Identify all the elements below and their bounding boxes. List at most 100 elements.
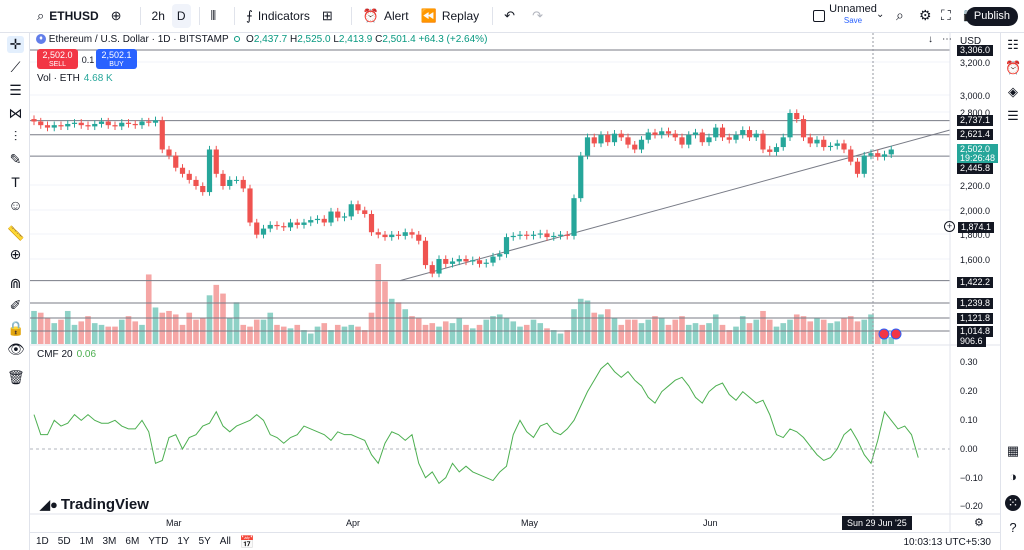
range-all-button[interactable]: All (219, 536, 231, 547)
layout-menu-chevron-icon[interactable]: ⌄ (876, 9, 885, 20)
tradingview-logo[interactable]: ◢● TradingView (40, 496, 149, 513)
volume-bar (436, 326, 442, 344)
layout-name-button[interactable]: Unnamed Save (818, 4, 888, 26)
volume-bar (280, 326, 287, 344)
crosshair-icon[interactable]: ✛ (7, 36, 24, 53)
right-sidebar: ☷ ⏰ ◈ ☰ ▦ ◑ ⁙ ? (1000, 33, 1024, 550)
candle-body (551, 235, 557, 238)
volume-legend[interactable]: Vol · ETH 4.68 K (37, 73, 113, 84)
symbol-search-button[interactable]: ⌕ ETHUSD (32, 4, 104, 28)
indicators-button[interactable]: ⨍ Indicators (241, 4, 315, 28)
volume-bar (395, 302, 402, 344)
text-tool-icon[interactable]: T (11, 174, 20, 190)
candle-body (564, 234, 570, 236)
chart-type-button[interactable]: ⫴ (206, 4, 226, 28)
emoji-tool-icon[interactable]: ☺ (8, 197, 23, 213)
trash-icon[interactable]: 🗑 (7, 369, 25, 385)
date-range-calendar-icon[interactable]: 📅 (239, 534, 255, 549)
range-6m-button[interactable]: 6M (125, 536, 140, 547)
interval-2h-button[interactable]: 2h (151, 9, 165, 23)
layout-checkbox[interactable] (813, 10, 825, 22)
range-1m-button[interactable]: 1M (79, 536, 94, 547)
cmf-legend[interactable]: CMF 20 0.06 (37, 349, 96, 360)
trendline-tool-icon[interactable]: ⟋ (10, 59, 21, 75)
interval-d-button[interactable]: D (171, 4, 191, 28)
templates-button[interactable]: ⊞ (317, 4, 343, 28)
range-3m-button[interactable]: 3M (102, 536, 117, 547)
candle-body (827, 145, 834, 148)
candle-body (456, 259, 462, 262)
candle-body (672, 133, 678, 138)
candle-body (618, 133, 624, 138)
magnet-tool-icon[interactable]: ⋒ (9, 275, 22, 291)
publish-button[interactable]: Publish (965, 7, 1018, 26)
pattern-tool-icon[interactable]: ⋈ (8, 105, 23, 121)
range-5y-button[interactable]: 5Y (198, 536, 211, 547)
settings-gear-icon[interactable]: ⚙ (919, 7, 932, 23)
earnings-flag-icon[interactable] (890, 328, 902, 340)
divider (198, 7, 200, 25)
help-icon[interactable]: ? (1009, 520, 1017, 535)
candle-body (341, 216, 348, 218)
quick-search-icon[interactable]: ⌕ (896, 7, 904, 23)
candle-body (44, 125, 51, 128)
fullscreen-icon[interactable]: ⛶ (941, 7, 951, 23)
news-icon[interactable]: ☰ (1007, 108, 1019, 123)
lock-drawings-icon[interactable]: 🔒 (7, 320, 25, 336)
volume-bar (868, 314, 874, 344)
line-price-label: 2,737.1 (957, 115, 994, 126)
candle-body (429, 265, 435, 274)
clock-timezone[interactable]: 10:03:13 UTC+5:30 (903, 537, 991, 548)
alert-button[interactable]: ⏰ Alert (358, 4, 414, 28)
volume-bar (888, 337, 895, 344)
volume-bar (712, 314, 719, 344)
brush-tool-icon[interactable]: ✎ (9, 151, 22, 167)
candle-body (267, 224, 273, 229)
zoom-in-tool-icon[interactable]: ⊕ (9, 246, 22, 262)
add-alert-plus-icon[interactable]: + (944, 221, 955, 232)
sell-price: 2,502.0 (42, 50, 73, 60)
volume-bar (564, 330, 571, 344)
candle-body (503, 237, 510, 255)
notifications-icon[interactable]: ◑ (1009, 469, 1017, 484)
fib-retracement-tool-icon[interactable]: ⫶ (13, 128, 18, 144)
redo-button[interactable]: ↷ (527, 4, 553, 28)
volume-bar (361, 330, 368, 344)
candle-body (402, 232, 408, 236)
apps-grid-icon[interactable]: ⁙ (1005, 495, 1021, 511)
volume-bar (638, 323, 645, 344)
range-5d-button[interactable]: 5D (57, 536, 71, 547)
alerts-clock-icon[interactable]: ⏰ (1005, 60, 1022, 75)
candle-body (247, 188, 253, 223)
sell-button[interactable]: 2,502.0 SELL (37, 49, 78, 69)
axis-settings-gear-icon[interactable]: ⚙ (974, 517, 984, 529)
arrow-down-icon[interactable]: ↓ (928, 34, 933, 45)
candle-body (767, 149, 773, 152)
layers-icon[interactable]: ◈ (1008, 84, 1018, 99)
volume-bar (517, 326, 523, 344)
range-ytd-button[interactable]: YTD (148, 536, 169, 547)
divider (234, 7, 236, 25)
more-dots-icon[interactable]: ⋯ (942, 34, 952, 45)
stay-in-drawing-mode-icon[interactable]: ✐ (9, 297, 22, 313)
undo-button[interactable]: ↶ (499, 4, 525, 28)
compare-symbol-button[interactable]: ⊕ (106, 4, 132, 28)
candle-body (490, 256, 496, 263)
buy-button[interactable]: 2,502.1 BUY (96, 49, 137, 69)
horizontal-lines-tool-icon[interactable]: ☰ (9, 82, 22, 98)
range-1d-button[interactable]: 1D (36, 536, 49, 547)
candle-body (881, 154, 888, 157)
range-1y-button[interactable]: 1Y (177, 536, 190, 547)
calendar-icon[interactable]: ▦ (1006, 443, 1020, 458)
currency-label[interactable]: USD (960, 36, 982, 47)
volume-bar (692, 323, 699, 344)
volume-value: 4.68 K (83, 73, 113, 84)
earnings-flag-icon[interactable] (878, 328, 890, 340)
candle-body (800, 119, 807, 138)
hide-drawings-eye-icon[interactable]: 👁 (7, 341, 25, 357)
ruler-tool-icon[interactable]: 📏 (7, 225, 25, 241)
series-title[interactable]: Ethereum / U.S. Dollar · 1D · BITSTAMP (48, 34, 229, 45)
watchlist-icon[interactable]: ☷ (1007, 37, 1019, 52)
replay-button[interactable]: ⏪ Replay (416, 4, 485, 28)
